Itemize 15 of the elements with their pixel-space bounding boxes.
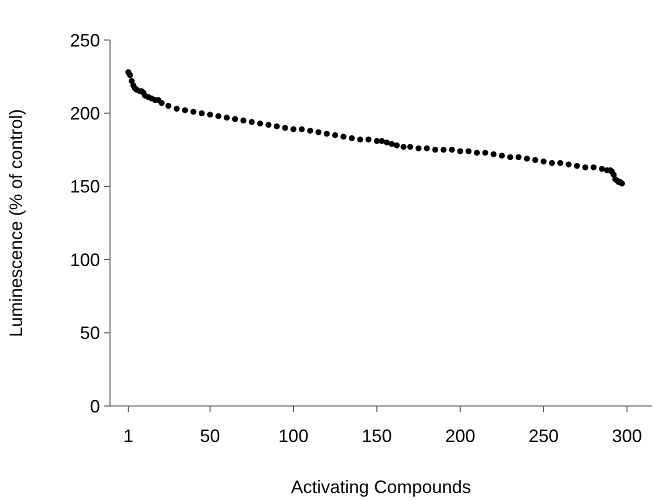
y-tick-label: 150: [70, 176, 100, 197]
y-tick-label: 50: [80, 323, 100, 344]
y-tick-label: 0: [90, 396, 100, 416]
x-axis-title: Activating Compounds: [290, 477, 472, 497]
x-tick-label: 300: [612, 426, 642, 446]
x-tick-label: 1: [123, 426, 134, 446]
x-tick-label: 250: [528, 426, 559, 446]
y-axis-title: Luminescence (% of control): [6, 108, 26, 338]
x-tick-label: 200: [445, 426, 476, 446]
y-tick-label: 100: [70, 250, 100, 270]
y-tick-label: 200: [70, 104, 100, 124]
x-tick-label: 50: [200, 426, 220, 446]
x-tick-label: 150: [362, 426, 392, 446]
y-tick-label: 250: [70, 30, 100, 50]
x-tick-label: 100: [278, 426, 308, 446]
